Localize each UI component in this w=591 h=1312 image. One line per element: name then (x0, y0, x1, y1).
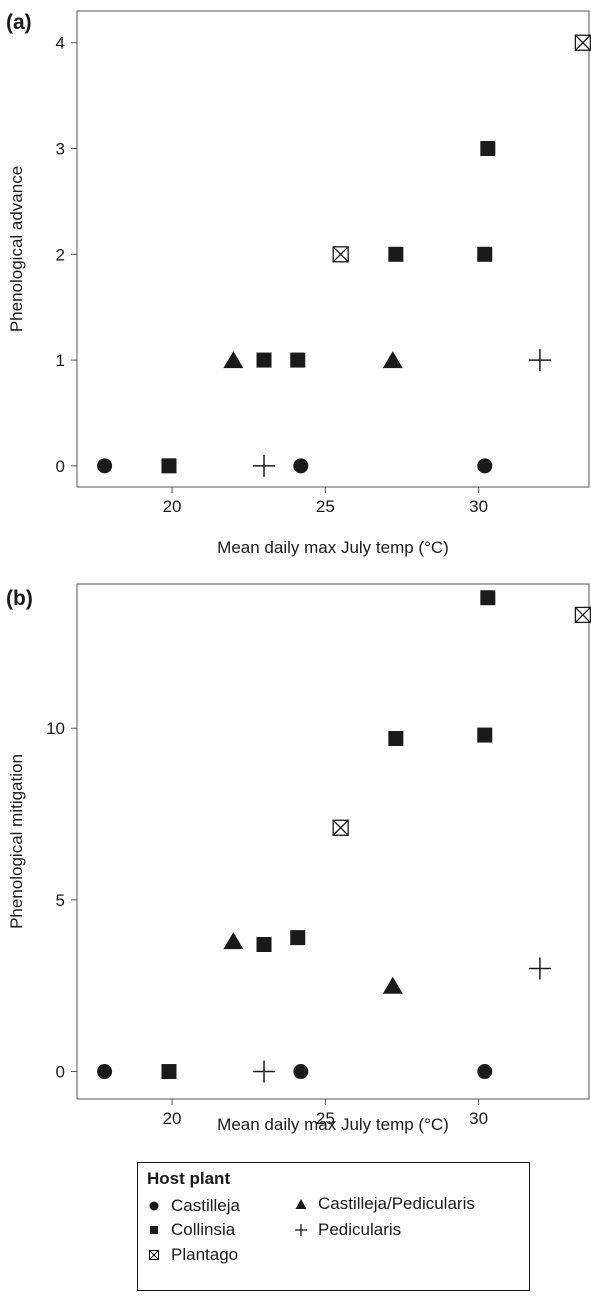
series-collinsia (161, 590, 496, 1080)
data-point-square (388, 246, 404, 262)
data-point-boxx (574, 606, 591, 624)
panel-label: (b) (6, 587, 33, 610)
y-tick-label: 3 (56, 140, 65, 159)
series-castilleja (97, 1064, 493, 1080)
data-point-plus (528, 349, 551, 372)
plus-marker-icon (295, 1224, 307, 1236)
data-point-square (290, 930, 306, 946)
x-axis-title: Mean daily max July temp (°C) (217, 538, 449, 557)
legend-label: Plantago (171, 1245, 239, 1264)
y-tick-label: 5 (56, 891, 65, 910)
y-axis-title: Phenological advance (7, 166, 26, 332)
data-point-triangle (382, 351, 403, 369)
data-point-square (290, 352, 306, 368)
legend-label: Castilleja (171, 1196, 240, 1215)
legend-label: Castilleja/Pedicularis (318, 1194, 475, 1213)
legend-label: Collinsia (171, 1220, 236, 1239)
triangle-marker-icon (295, 1199, 307, 1209)
legend-title: Host plant (147, 1169, 231, 1188)
data-point-circle (293, 458, 309, 474)
data-point-circle (293, 1064, 309, 1080)
series-castilleja-pedicularis (223, 351, 403, 369)
panel-b: (b) 20 25 30 0 5 10 Mean daily max July temp (°… (6, 583, 591, 1134)
data-point-plus (253, 1060, 276, 1083)
data-point-triangle (382, 976, 403, 994)
data-point-circle (477, 458, 493, 474)
circle-marker-icon (149, 1201, 159, 1211)
square-marker-icon (150, 1226, 158, 1234)
legend-item-pedicularis: Pedicularis (294, 1220, 401, 1240)
panel-a: (a) 20 25 30 0 1 2 3 4 Mean daily max July temp (… (6, 10, 591, 557)
data-point-circle (477, 1064, 493, 1080)
data-point-triangle (223, 932, 244, 950)
data-point-square (256, 937, 272, 952)
y-tick-label: 0 (56, 1063, 65, 1082)
data-point-square (480, 141, 496, 157)
x-tick-label: 25 (316, 1109, 335, 1128)
panel-label: (a) (6, 11, 32, 34)
series-pedicularis (253, 957, 551, 1083)
x-tick-label: 20 (163, 1109, 182, 1128)
data-point-square (388, 731, 404, 746)
series-plantago (332, 606, 591, 836)
data-point-square (161, 1064, 177, 1080)
y-tick-label: 1 (56, 351, 65, 370)
series-collinsia (161, 141, 496, 474)
plot-frame (76, 10, 590, 488)
y-tick-label: 2 (56, 245, 65, 264)
data-point-square (256, 352, 272, 368)
y-tick-label: 0 (56, 457, 65, 476)
x-tick-label: 20 (163, 497, 182, 516)
legend-item-castilleja: Castilleja (147, 1196, 240, 1216)
boxed-x-marker-icon (148, 1249, 160, 1261)
y-tick-label: 10 (46, 719, 65, 738)
legend-item-collinsia: Collinsia (147, 1220, 235, 1240)
data-point-circle (97, 1064, 113, 1080)
data-point-circle (97, 458, 113, 474)
data-point-square (477, 246, 493, 262)
legend: Host plant Castilleja Castilleja/Pedicul… (137, 1162, 530, 1291)
series-castilleja-pedicularis (223, 932, 403, 994)
series-castilleja (97, 458, 493, 474)
data-point-triangle (223, 351, 244, 369)
series-plantago (332, 34, 591, 263)
x-tick-label: 25 (316, 497, 335, 516)
data-point-square (480, 590, 496, 606)
x-tick-label: 30 (469, 497, 488, 516)
data-point-plus (253, 454, 276, 477)
plot-frame (76, 583, 590, 1100)
data-point-boxx (332, 246, 349, 263)
x-axis-title: Mean daily max July temp (°C) (217, 1115, 449, 1134)
x-tick-label: 30 (469, 1109, 488, 1128)
legend-item-plantago: Plantago (147, 1245, 238, 1265)
series-pedicularis (253, 349, 551, 477)
y-axis-title: Phenological mitigation (7, 754, 26, 929)
data-point-plus (528, 957, 551, 980)
legend-label: Pedicularis (318, 1220, 402, 1239)
data-point-square (477, 727, 493, 743)
data-point-square (161, 458, 177, 474)
data-point-boxx (574, 34, 591, 51)
y-tick-label: 4 (56, 34, 65, 53)
legend-item-castilleja-pedicularis: Castilleja/Pedicularis (294, 1194, 475, 1214)
data-point-boxx (332, 819, 349, 836)
